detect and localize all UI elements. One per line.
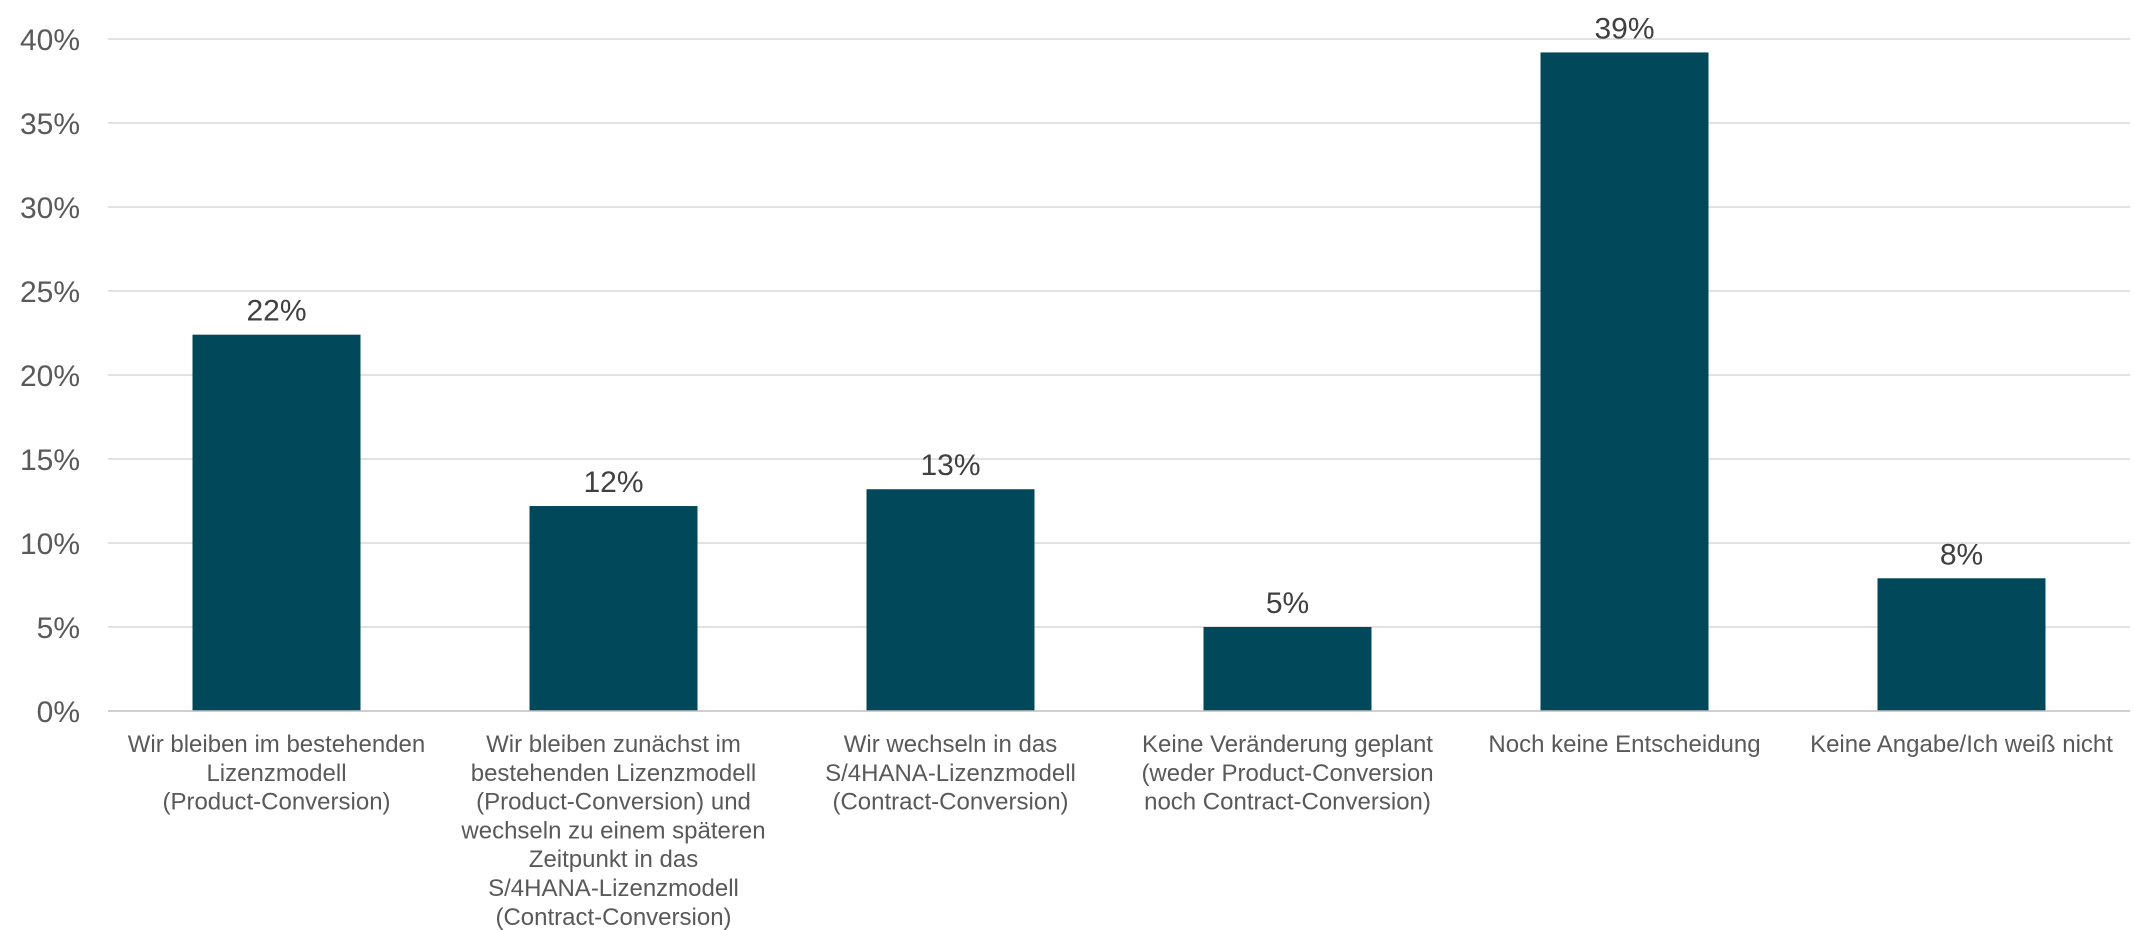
y-tick-label: 25%: [20, 276, 80, 309]
category-label-line: (weder Product-Conversion: [1141, 760, 1433, 787]
bar: [1877, 578, 2046, 711]
data-label: 39%: [1594, 12, 1654, 45]
category-label-line: (Contract-Conversion): [495, 904, 731, 930]
data-label: 12%: [583, 466, 643, 499]
category-label: Wir bleiben im bestehenden Lizenzmodell (P…: [128, 731, 426, 816]
category-label-line: (Contract-Conversion): [832, 789, 1068, 816]
category-label-line: Keine Angabe/Ich weiß nicht: [1810, 731, 2113, 758]
bar: [529, 506, 698, 711]
category-label-line: Keine Veränderung geplant: [1142, 731, 1433, 758]
data-label: 13%: [920, 449, 980, 482]
category-label: Keine Angabe/Ich weiß nicht: [1810, 731, 2113, 758]
y-tick-label: 40%: [20, 24, 80, 57]
category-label: Wir bleiben zunächst im bestehenden Lizen…: [460, 731, 765, 930]
category-label-line: Noch keine Entscheidung: [1488, 731, 1760, 758]
category-label-line: (Product-Conversion) und: [476, 789, 751, 816]
y-tick-label: 15%: [20, 444, 80, 477]
category-label-line: Zeitpunkt in das: [529, 846, 698, 873]
category-label-line: Wir bleiben im bestehenden: [128, 731, 426, 758]
category-label-line: Lizenzmodell: [206, 760, 346, 787]
bar: [1540, 52, 1709, 711]
bar: [866, 489, 1035, 711]
category-label-line: bestehenden Lizenzmodell: [471, 760, 757, 787]
bar: [192, 334, 361, 711]
y-tick-label: 10%: [20, 528, 80, 561]
gridlines: [108, 38, 2130, 628]
y-tick-label: 0%: [37, 696, 80, 729]
y-tick-label: 35%: [20, 108, 80, 141]
category-label-line: wechseln zu einem späteren: [460, 817, 765, 844]
category-label: Wir wechseln in das S/4HANA-Lizenzmodell(…: [825, 731, 1076, 816]
category-label-line: Wir wechseln in das: [844, 731, 1057, 758]
category-label-line: S/4HANA-Lizenzmodell: [825, 760, 1076, 787]
data-labels: 22% 12% 13% 5% 39% 8%: [246, 12, 1983, 620]
x-axis-category-labels: Wir bleiben im bestehenden Lizenzmodell (P…: [128, 731, 2114, 930]
category-label: Noch keine Entscheidung: [1488, 731, 1760, 758]
category-label-line: (Product-Conversion): [162, 789, 390, 816]
data-label: 8%: [1940, 538, 1983, 571]
y-tick-label: 20%: [20, 360, 80, 393]
y-tick-label: 30%: [20, 192, 80, 225]
bars: [192, 52, 2046, 711]
category-label: Keine Veränderung geplant (weder Product-…: [1141, 731, 1433, 816]
y-axis-tick-labels: 0% 5% 10% 15% 20% 25% 30% 35% 40%: [20, 24, 80, 729]
category-label-line: Wir bleiben zunächst im: [486, 731, 741, 758]
bar: [1203, 627, 1372, 711]
y-tick-label: 5%: [37, 612, 80, 645]
category-label-line: noch Contract-Conversion): [1144, 789, 1431, 816]
category-label-line: S/4HANA-Lizenzmodell: [488, 875, 739, 902]
data-label: 5%: [1266, 587, 1309, 620]
data-label: 22%: [246, 295, 306, 328]
